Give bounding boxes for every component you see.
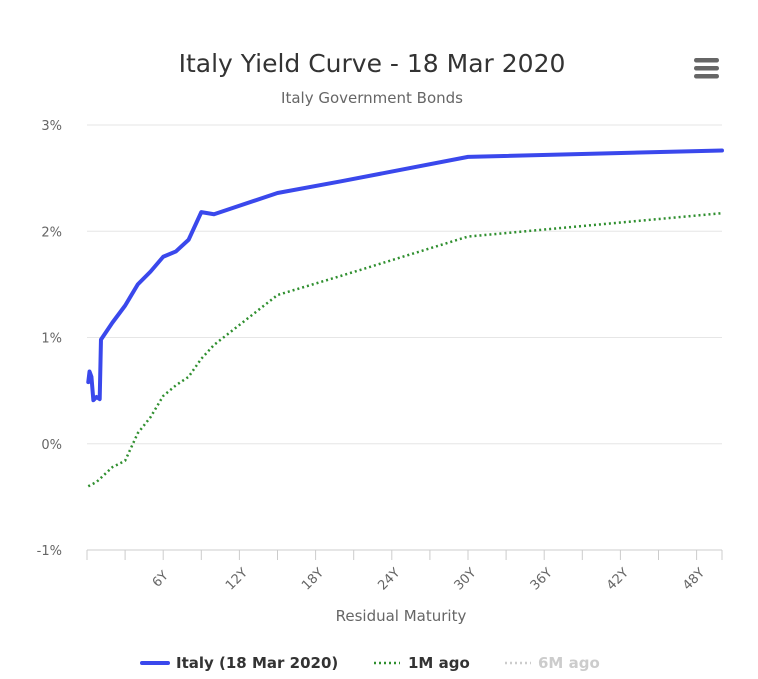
legend-label-1m-ago: 1M ago (408, 654, 470, 672)
y-tick-label: -1% (37, 544, 62, 559)
legend-label-6m-ago: 6M ago (538, 654, 600, 672)
x-tick-label: 24Y (375, 566, 403, 594)
one-month-ago-series-line (87, 211, 723, 488)
x-tick-label: 30Y (452, 566, 480, 594)
legend-label-italy: Italy (18 Mar 2020) (176, 654, 338, 672)
y-tick-label: 1% (41, 332, 62, 347)
x-tick-label: 12Y (223, 566, 251, 594)
chart-grid (87, 124, 722, 551)
y-tick-label: 0% (41, 438, 62, 453)
legend-item-italy[interactable]: Italy (18 Mar 2020) (140, 654, 338, 672)
x-tick-label: 36Y (528, 566, 556, 594)
x-tick-label: 18Y (299, 566, 327, 594)
legend-item-6m-ago[interactable]: 6M ago (505, 654, 600, 672)
x-tick-label: 48Y (680, 566, 708, 594)
chart-title: Italy Yield Curve - 18 Mar 2020 (179, 49, 566, 78)
y-tick-label: 2% (41, 225, 62, 240)
x-tick-label: 42Y (604, 566, 632, 594)
chart-axes: -1% 0% 1% 2% 3% 6Y 12Y 18Y 24Y 30Y 36Y 42Y 48Y (37, 119, 723, 594)
y-tick-label: 3% (41, 119, 62, 134)
legend-item-1m-ago[interactable]: 1M ago (374, 654, 470, 672)
hamburger-menu-icon (694, 58, 719, 79)
x-tick-label: 6Y (150, 568, 172, 590)
chart-menu-button[interactable] (694, 58, 719, 79)
chart-subtitle: Italy Government Bonds (281, 89, 463, 107)
chart-series (86, 148, 724, 488)
x-axis-title: Residual Maturity (336, 607, 467, 625)
italy-series-line (86, 148, 724, 403)
chart-legend: Italy (18 Mar 2020) 1M ago 6M ago (140, 654, 600, 672)
